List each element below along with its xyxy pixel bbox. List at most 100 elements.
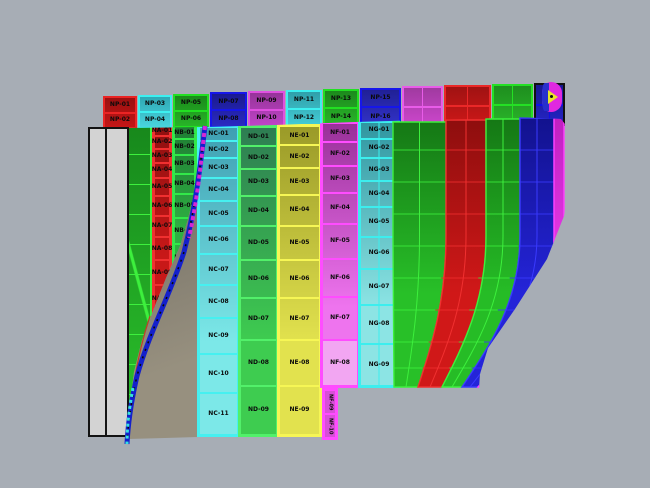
panel-label: NB-06 [174, 226, 195, 234]
panel[interactable]: NP-11 [288, 92, 320, 108]
panel[interactable]: ND-06 [240, 260, 277, 299]
panel[interactable]: NP-07 [212, 94, 245, 109]
panel[interactable]: NF-07 [322, 297, 358, 340]
panel[interactable] [494, 104, 531, 125]
panel-label: NP-04 [144, 115, 166, 123]
panel[interactable] [422, 107, 441, 125]
panel[interactable]: NP-15 [362, 90, 399, 107]
panel[interactable]: NB-02 [174, 139, 195, 156]
panel[interactable]: NE-08 [279, 339, 320, 386]
panel[interactable]: ND-01 [240, 127, 277, 147]
panel[interactable]: NC-11 [199, 393, 238, 435]
panel[interactable]: NA-03 [152, 148, 172, 163]
panel-label: NF-05 [330, 237, 350, 245]
reference-plane[interactable] [88, 127, 129, 437]
control-curve[interactable] [124, 125, 208, 445]
panel[interactable]: NP-02 [105, 111, 135, 128]
panel[interactable]: NE-04 [279, 194, 320, 226]
panel[interactable]: NP-14 [325, 107, 357, 125]
panel[interactable]: NF-02 [322, 142, 358, 166]
panel[interactable]: ND-03 [240, 169, 277, 196]
panel[interactable]: NB-04 [174, 173, 195, 195]
control-curve-ticks [126, 125, 206, 445]
panel[interactable]: NE-06 [279, 259, 320, 298]
panel[interactable]: NP-16 [362, 106, 399, 125]
panel[interactable]: NE-09 [279, 385, 320, 435]
panel[interactable]: NA-08 [152, 236, 172, 261]
panel[interactable]: ND-07 [240, 298, 277, 341]
panel[interactable]: NP-12 [288, 107, 320, 126]
panel[interactable]: NA-05 [152, 178, 172, 197]
panel[interactable]: NC-07 [199, 254, 238, 285]
panel[interactable] [467, 106, 489, 125]
back-panel-group[interactable]: NP-03 NP-04 [138, 94, 172, 129]
panel[interactable]: NC-09 [199, 318, 238, 355]
panel-label: NG-02 [368, 144, 390, 152]
panel[interactable]: ND-02 [240, 146, 277, 170]
panel[interactable]: NF-10 [324, 414, 336, 438]
panel[interactable]: ND-08 [240, 340, 277, 386]
panel[interactable]: NC-06 [199, 226, 238, 255]
panel-label: NG-06 [368, 248, 390, 256]
control-curve-selection [187, 125, 207, 239]
panel[interactable]: NF-05 [322, 223, 358, 259]
panel[interactable]: NF-01 [322, 123, 358, 143]
panel[interactable]: NA-02 [152, 136, 172, 149]
panel[interactable]: NE-01 [279, 126, 320, 146]
panel[interactable]: NP-01 [105, 98, 135, 112]
panel[interactable]: NF-04 [322, 192, 358, 224]
panel[interactable]: NA-04 [152, 162, 172, 179]
panel[interactable]: NP-09 [250, 93, 283, 108]
panel[interactable]: NF-06 [322, 258, 358, 298]
curve-seam-marker[interactable] [542, 82, 562, 112]
panel[interactable] [494, 86, 531, 105]
panel[interactable]: NE-02 [279, 145, 320, 169]
panel[interactable]: NF-03 [322, 165, 358, 193]
panel[interactable]: NC-10 [199, 354, 238, 394]
panel[interactable]: NE-05 [279, 225, 320, 260]
panel[interactable]: NP-06 [175, 110, 207, 126]
back-panel-group[interactable] [402, 86, 443, 127]
panel-label: NF-06 [330, 273, 350, 281]
panel[interactable]: NP-04 [140, 110, 170, 127]
panel[interactable]: ND-04 [240, 195, 277, 227]
back-panel-group[interactable]: NP-13 NP-14 [323, 88, 359, 128]
marker-dot-icon [550, 95, 553, 98]
back-panel-group[interactable]: NP-07 NP-08 [210, 92, 247, 129]
panel-label: NF-07 [330, 314, 350, 322]
panel[interactable] [404, 88, 441, 106]
panel[interactable]: NE-03 [279, 168, 320, 195]
panel[interactable]: NF-09 [324, 390, 336, 414]
panel[interactable]: NC-01 [199, 127, 238, 142]
panel[interactable]: NB-03 [174, 155, 195, 174]
panel[interactable] [467, 87, 489, 105]
panel[interactable]: NF-08 [322, 339, 358, 386]
panel[interactable]: NC-08 [199, 284, 238, 319]
panel-label: NG-03 [368, 165, 390, 173]
panel[interactable] [446, 104, 489, 125]
panel-label: NC-07 [208, 265, 229, 273]
panel[interactable]: NE-07 [279, 297, 320, 340]
panel[interactable]: NP-08 [212, 109, 245, 126]
panel[interactable] [446, 87, 489, 105]
panel-label: NP-02 [109, 116, 131, 124]
panel[interactable]: NC-02 [199, 141, 238, 159]
panel[interactable]: NP-03 [140, 97, 170, 111]
panel[interactable] [422, 88, 441, 106]
panel[interactable] [512, 86, 531, 105]
panel[interactable]: ND-09 [240, 385, 277, 436]
panel[interactable] [512, 106, 531, 125]
panel[interactable]: NP-13 [325, 91, 357, 107]
panel[interactable]: NA-07 [152, 215, 172, 237]
back-panel-group[interactable]: NP-09 NP-10 [248, 91, 285, 128]
panel[interactable] [549, 105, 563, 125]
panel[interactable] [404, 105, 441, 125]
panel[interactable]: NP-10 [250, 108, 283, 126]
panel[interactable]: ND-05 [240, 226, 277, 261]
panel[interactable]: NC-05 [199, 200, 238, 227]
back-panel-group[interactable]: NP-05 NP-06 [173, 93, 209, 129]
back-panel-group[interactable]: NP-01 NP-02 [103, 96, 137, 129]
panel[interactable]: NP-05 [175, 96, 207, 110]
panel[interactable]: NA-06 [152, 196, 172, 216]
